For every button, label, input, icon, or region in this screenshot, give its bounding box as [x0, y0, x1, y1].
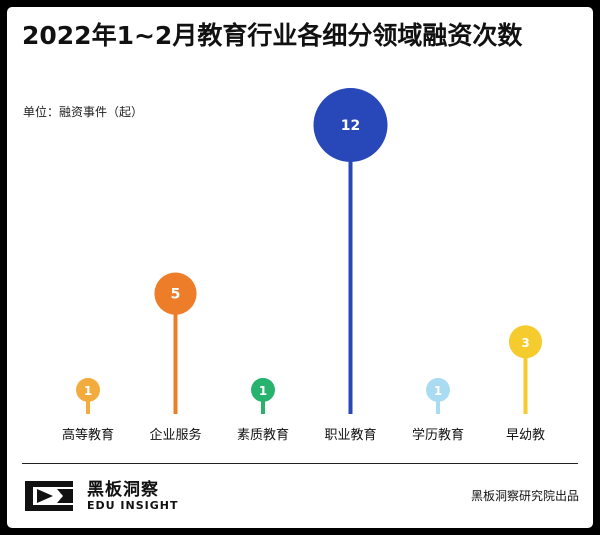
data-label-3: 1 — [259, 384, 267, 398]
lollipop-head-2 — [154, 272, 197, 315]
category-label-3: 素质教育 — [237, 427, 289, 443]
lollipop-stem-1 — [86, 389, 90, 414]
lollipop-stem-3 — [261, 389, 265, 414]
lollipop-chart: 1 高等教育 5 企业服务 1 素质教育 12 职业教育 1 学历教育 3 早幼教 — [62, 88, 545, 443]
data-label-5: 1 — [434, 384, 442, 398]
lollipop-stem-4 — [348, 125, 353, 414]
lollipop-stem-6 — [523, 341, 528, 414]
brand-name-cn: 黑板洞察 — [87, 480, 159, 500]
category-label-5: 学历教育 — [412, 427, 464, 443]
data-label-2: 5 — [171, 287, 181, 303]
unit-label: 单位：融资事件（起） — [23, 105, 144, 119]
publisher-credit: 黑板洞察研究院出品 — [470, 489, 579, 503]
lollipop-head-6 — [508, 325, 543, 359]
lollipop-head-5 — [426, 377, 450, 402]
category-label-4: 职业教育 — [324, 427, 376, 443]
category-label-1: 高等教育 — [62, 427, 114, 443]
brand-logo: 黑板洞察 EDU INSIGHT — [23, 475, 183, 517]
lollipop-stem-5 — [436, 389, 440, 414]
lollipop-stem-2 — [173, 293, 178, 414]
data-label-6: 3 — [521, 336, 529, 350]
data-label-1: 1 — [84, 384, 92, 398]
lollipop-head-4 — [313, 88, 388, 162]
data-label-4: 12 — [341, 118, 360, 134]
logo-mark-icon — [25, 481, 73, 511]
brand-name-en: EDU INSIGHT — [87, 499, 179, 512]
chart-title: 2022年1~2月教育行业各细分领域融资次数 — [22, 21, 523, 50]
lollipop-head-3 — [251, 377, 275, 402]
category-label-2: 企业服务 — [149, 427, 201, 443]
footer-divider — [22, 463, 578, 464]
chart-card: 2022年1~2月教育行业各细分领域融资次数 单位：融资事件（起） 1 高等教育 5… — [7, 7, 593, 528]
lollipop-head-1 — [76, 377, 100, 402]
category-label-6: 早幼教 — [506, 427, 545, 443]
